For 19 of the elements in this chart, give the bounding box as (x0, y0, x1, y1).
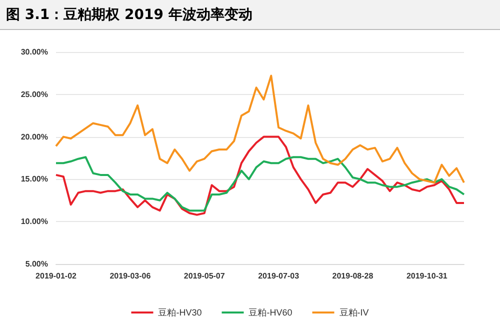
line-series (55, 156, 465, 212)
x-tick-label: 2019-03-06 (110, 272, 152, 280)
x-tick-label: 2019-08-28 (332, 272, 374, 280)
y-tick-label: 25.00% (20, 90, 48, 99)
y-tick-label: 15.00% (20, 174, 48, 184)
y-tick-label: 20.00% (20, 132, 48, 142)
legend-label: 豆粕-HV60 (248, 308, 292, 318)
x-tick-label: 2019-10-31 (406, 272, 448, 280)
legend-label: 豆粕-HV30 (158, 308, 202, 318)
legend-label: 豆粕-IV (339, 308, 369, 318)
y-tick-label: 5.00% (25, 260, 48, 268)
x-tick-label: 2019-05-07 (184, 272, 226, 280)
chart-title: 图 3.1：豆粕期权 2019 年波动率变动 (0, 0, 500, 30)
line-series (55, 136, 465, 216)
line-series (55, 74, 465, 184)
x-tick-label: 2019-07-03 (258, 272, 300, 280)
y-tick-label: 10.00% (20, 217, 48, 226)
y-tick-label: 30.00% (20, 48, 48, 56)
x-tick-label: 2019-01-02 (36, 272, 78, 280)
